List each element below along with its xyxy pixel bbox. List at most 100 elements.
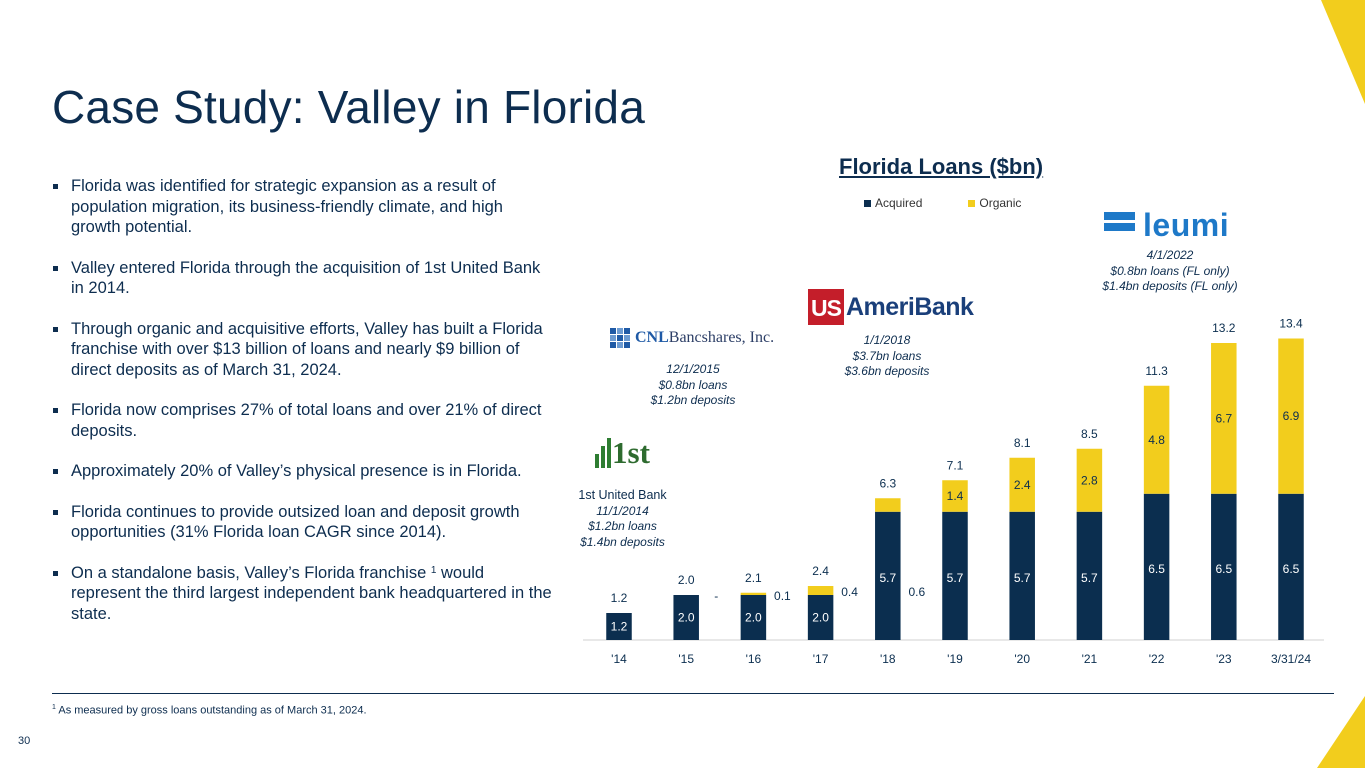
data-label-total: 8.5	[1081, 427, 1098, 441]
bar-acquired	[606, 613, 632, 640]
data-label-organic: 0.6	[908, 585, 925, 599]
bullet-item: Florida was identified for strategic exp…	[52, 176, 552, 238]
data-label-organic: 1.4	[947, 489, 964, 503]
bar-organic	[1076, 448, 1103, 512]
data-label-organic: 2.8	[1081, 473, 1098, 487]
data-label-acquired: 2.0	[812, 611, 829, 625]
annotation-loans: $0.8bn loans	[658, 377, 728, 392]
annotation-deposits: $3.6bn deposits	[844, 364, 930, 378]
legend-acquired: Acquired	[864, 196, 922, 210]
legend-label-acquired: Acquired	[875, 196, 923, 210]
bar-organic	[1143, 385, 1170, 494]
first-united-logo: 1st	[595, 437, 650, 468]
data-label-total: 13.4	[1279, 317, 1303, 331]
chart-title: Florida Loans ($bn)	[839, 154, 1044, 179]
annotation-loans: $0.8bn loans (FL only)	[1110, 263, 1230, 278]
data-label-acquired: 6.5	[1148, 562, 1165, 576]
bar-acquired	[942, 511, 968, 640]
data-label-acquired: 2.0	[745, 611, 762, 625]
bar-organic	[1009, 457, 1035, 512]
annotation-cnl: 12/1/2015 $0.8bn loans $1.2bn deposits	[628, 362, 758, 409]
x-tick-label: '15	[678, 652, 694, 666]
page-title: Case Study: Valley in Florida	[52, 81, 645, 133]
data-label-total: 13.2	[1212, 321, 1236, 335]
bar-organic	[807, 586, 834, 595]
x-tick-label: '22	[1149, 652, 1165, 666]
bar-acquired	[673, 595, 699, 640]
bar-organic	[942, 480, 968, 512]
legend-label-organic: Organic	[979, 196, 1022, 210]
bar-acquired	[1076, 511, 1103, 640]
bar-acquired	[1009, 511, 1035, 640]
bar-acquired	[875, 511, 901, 640]
annotation-leumi: 4/1/2022 $0.8bn loans (FL only) $1.4bn d…	[1085, 248, 1255, 295]
x-tick-label: '14	[611, 652, 627, 666]
x-tick-label: 3/31/24	[1271, 652, 1311, 666]
leumi-logo-text: leumi	[1143, 207, 1230, 243]
data-label-organic: 6.7	[1215, 411, 1232, 425]
data-label-total: 1.2	[611, 591, 628, 605]
data-label-acquired: 5.7	[879, 571, 896, 585]
usameribank-logo-text: AmeriBank	[845, 292, 974, 321]
data-label-organic: 0.4	[841, 585, 858, 599]
footnote-marker: 1	[430, 564, 437, 576]
annotation-deposits: $1.4bn deposits (FL only)	[1102, 279, 1238, 293]
bar-acquired	[807, 595, 834, 640]
x-tick-label: '20	[1014, 652, 1030, 666]
x-tick-label: '17	[813, 652, 829, 666]
data-label-total: 6.3	[879, 476, 896, 490]
chart-legend: Acquired Organic	[864, 196, 1021, 210]
annotation-deposits: $1.4bn deposits	[580, 534, 665, 549]
bullet-item: Florida continues to provide outsized lo…	[52, 502, 552, 543]
data-label-total: 2.1	[745, 571, 762, 585]
bullet-item: On a standalone basis, Valley’s Florida …	[52, 563, 552, 625]
footnote-divider	[52, 693, 1334, 694]
bar-organic	[740, 592, 767, 595]
annotation-loans: $3.7bn loans	[852, 348, 922, 363]
bullet-item: Valley entered Florida through the acqui…	[52, 258, 552, 299]
bullet-item: Approximately 20% of Valley’s physical p…	[52, 461, 552, 482]
annotation-date: 1/1/2018	[863, 333, 911, 347]
data-label-acquired: 6.5	[1283, 562, 1300, 576]
usameribank-logo-box: US	[808, 289, 844, 325]
data-label-total: 7.1	[947, 458, 964, 472]
page-number: 30	[18, 735, 31, 747]
annotation-first-united: 1st United Bank 11/1/2014 $1.2bn loans $…	[560, 488, 685, 550]
legend-swatch-organic	[968, 199, 976, 207]
data-label-total: 11.3	[1145, 364, 1168, 378]
bar-acquired	[1211, 493, 1237, 640]
annotation-deposits: $1.2bn deposits	[650, 393, 736, 407]
annotation-date: 4/1/2022	[1146, 248, 1194, 262]
bar-acquired	[1278, 493, 1304, 640]
x-tick-label: '23	[1216, 652, 1232, 666]
legend-swatch-acquired	[864, 199, 871, 207]
annotation-loans: $1.2bn loans	[588, 519, 657, 533]
data-label-organic: 0.1	[774, 589, 791, 603]
data-label-acquired: 5.7	[947, 571, 964, 585]
cnl-logo: CNLBancshares, Inc.	[610, 328, 774, 348]
cnl-logo-text: CNLBancshares, Inc.	[635, 329, 775, 346]
corner-accent-bottom	[1317, 696, 1365, 768]
data-label-organic: 6.9	[1283, 409, 1300, 423]
annotation-date: 12/1/2015	[666, 362, 720, 376]
bullet-item: Florida now comprises 27% of total loans…	[52, 400, 552, 441]
annotation-usameribank: 1/1/2018 $3.7bn loans $3.6bn deposits	[822, 333, 952, 380]
data-label-acquired: 6.5	[1215, 562, 1232, 576]
data-label-acquired: 2.0	[678, 611, 695, 625]
bar-acquired	[1143, 493, 1170, 640]
bullet-list: Florida was identified for strategic exp…	[52, 176, 552, 644]
bar-organic	[875, 498, 901, 512]
x-tick-label: '21	[1082, 652, 1098, 666]
data-label-organic: -	[714, 589, 718, 603]
data-label-organic: 2.4	[1014, 478, 1031, 492]
x-tick-label: '18	[880, 652, 896, 666]
usameribank-logo: US AmeriBank	[808, 289, 974, 325]
leumi-mark-icon	[1104, 211, 1135, 240]
bar-organic	[1278, 338, 1304, 494]
legend-organic: Organic	[968, 196, 1021, 210]
corner-accent-top	[1321, 0, 1365, 104]
bar-organic	[1211, 343, 1237, 494]
data-label-acquired: 5.7	[1014, 571, 1031, 585]
annotation-date: 11/1/2014	[596, 503, 649, 518]
x-tick-label: '19	[947, 652, 963, 666]
